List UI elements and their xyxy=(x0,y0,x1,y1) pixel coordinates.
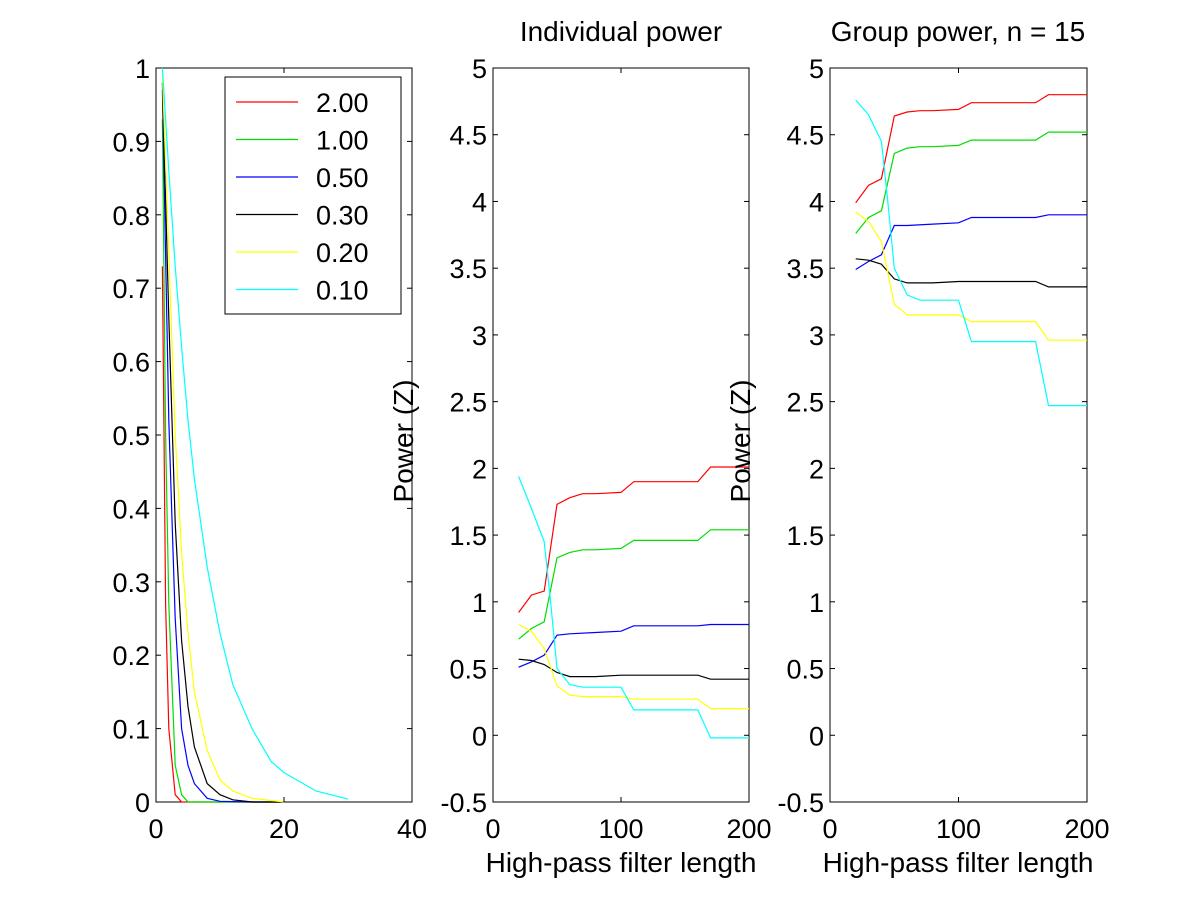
y-tick-label: 2.5 xyxy=(786,388,824,418)
legend-label: 0.10 xyxy=(316,276,369,306)
y-tick-label: 2 xyxy=(809,454,824,484)
series-line-0-10 xyxy=(161,67,349,800)
x-tick-label: 20 xyxy=(269,814,299,844)
y-tick-label: 4 xyxy=(809,187,824,217)
y-tick-label: 3.5 xyxy=(786,254,824,284)
y-tick-label: -0.5 xyxy=(440,788,487,818)
series-line-0-30 xyxy=(518,658,749,680)
y-tick-label: 0.5 xyxy=(449,655,487,685)
y-tick-label: 4.5 xyxy=(786,121,824,151)
y-tick-label: 2.5 xyxy=(449,388,487,418)
y-tick-label: 0 xyxy=(809,721,824,751)
y-tick-label: 1.5 xyxy=(449,521,487,551)
y-tick-label: 1.5 xyxy=(786,521,824,551)
y-tick-label: 0 xyxy=(472,721,487,751)
y-tick-label: 0.8 xyxy=(112,201,150,231)
y-tick-label: 4.5 xyxy=(449,121,487,151)
x-tick-label: 0 xyxy=(485,814,500,844)
y-tick-label: 0.6 xyxy=(112,348,150,378)
chart-title-group: Group power, n = 15 xyxy=(831,16,1086,47)
x-tick-label: 200 xyxy=(1064,814,1109,844)
panel-individual-power: -0.500.511.522.533.544.55 0 100 200 Indivi… xyxy=(388,16,772,878)
legend: 2.00 1.00 0.50 0.30 0.20 0.10 xyxy=(224,76,402,315)
panel-group-power: -0.500.511.522.533.544.55 0 100 200 Group … xyxy=(725,16,1110,878)
y-tick-label: 1 xyxy=(135,54,150,84)
y-tick-label: 0.5 xyxy=(112,421,150,451)
series-line-0-50 xyxy=(518,623,749,668)
y-tick-label: 3.5 xyxy=(449,254,487,284)
y-tick-label: -0.5 xyxy=(777,788,824,818)
y-tick-label: 0.3 xyxy=(112,568,150,598)
series-line-1-00 xyxy=(161,119,284,803)
legend-label: 0.20 xyxy=(316,238,369,268)
panel-decay-curves: 0 0.1 0.2 0.3 0.4 0.5 0.6 0.7 0.8 0.9 1 0 20 40 2.00… xyxy=(112,54,427,844)
y-tick-label: 0.5 xyxy=(786,655,824,685)
y-tick-label: 4 xyxy=(472,187,487,217)
y-axis-label-individual: Power (Z) xyxy=(388,380,419,503)
y-tick-label: 0.7 xyxy=(112,274,150,304)
legend-label: 0.30 xyxy=(316,201,369,231)
series-line-0-10 xyxy=(855,99,1087,407)
series-line-1-00 xyxy=(518,529,749,640)
y-axis-label-group: Power (Z) xyxy=(725,380,756,503)
y-tick-label: 1 xyxy=(809,588,824,618)
y-tick-label: 2 xyxy=(472,454,487,484)
y-tick-label: 3 xyxy=(472,321,487,351)
x-axis-label-individual: High-pass filter length xyxy=(486,847,757,878)
legend-label: 2.00 xyxy=(316,88,369,118)
y-tick-label: 0.2 xyxy=(112,641,150,671)
y-tick-label: 0.9 xyxy=(112,127,150,157)
series-line-0-20 xyxy=(518,623,749,710)
x-tick-label: 0 xyxy=(148,814,163,844)
y-tick-label: 3 xyxy=(809,321,824,351)
series-line-0-30 xyxy=(161,82,284,803)
series-line-0-20 xyxy=(855,211,1087,341)
y-tick-label: 0.4 xyxy=(112,494,150,524)
series-line-2-00 xyxy=(518,466,749,613)
legend-label: 1.00 xyxy=(316,126,369,156)
y-tick-label: 5 xyxy=(472,54,487,84)
y-tick-label: 0 xyxy=(135,788,150,818)
series-line-1-00 xyxy=(855,131,1087,234)
legend-label: 0.50 xyxy=(316,163,369,193)
series-line-0-10 xyxy=(518,476,749,739)
x-tick-label: 100 xyxy=(936,814,981,844)
x-tick-label: 200 xyxy=(726,814,771,844)
x-axis-label-group: High-pass filter length xyxy=(823,847,1094,878)
x-tick-label: 100 xyxy=(598,814,643,844)
y-tick-label: 5 xyxy=(809,54,824,84)
series-line-2-00 xyxy=(855,94,1087,204)
series-line-0-50 xyxy=(161,89,284,803)
y-tick-label: 1 xyxy=(472,588,487,618)
series-line-0-30 xyxy=(855,258,1087,288)
series-line-0-20 xyxy=(161,75,285,803)
x-tick-label: 40 xyxy=(397,814,427,844)
x-tick-label: 0 xyxy=(822,814,837,844)
legend-box xyxy=(224,76,402,315)
series-line-0-50 xyxy=(855,214,1087,271)
chart-title-individual: Individual power xyxy=(520,16,722,47)
y-tick-label: 0.1 xyxy=(112,715,150,745)
